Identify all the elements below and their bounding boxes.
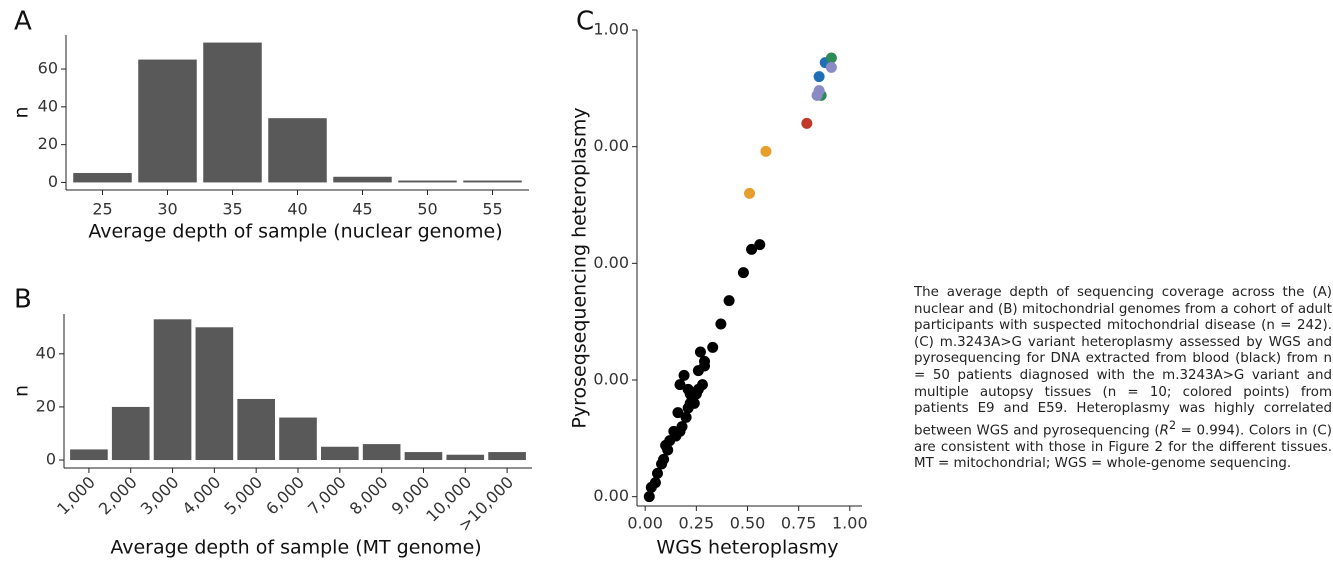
y-axis-title: n: [11, 106, 33, 118]
point: [744, 187, 756, 199]
bar: [195, 327, 234, 461]
y-tick-label: 60: [38, 59, 58, 78]
x-tick-label: 0.25: [679, 514, 715, 533]
x-tick-label: 5,000: [220, 473, 266, 519]
caption-text: The average depth of sequencing coverage…: [914, 285, 1332, 439]
y-tick-label: 20: [38, 134, 58, 153]
bar: [321, 446, 359, 461]
point: [676, 421, 688, 433]
x-tick-label: 55: [482, 200, 502, 219]
bar: [203, 42, 262, 183]
y-tick-label: 0.00: [593, 136, 629, 155]
bar: [362, 444, 401, 461]
x-tick-label: 40: [287, 200, 307, 219]
x-axis-title: Average depth of sample (nuclear genome): [88, 221, 502, 243]
x-axis-title: WGS heteroplasmy: [656, 537, 838, 559]
x-tick-label: 45: [352, 200, 372, 219]
point: [643, 491, 655, 503]
point: [696, 379, 708, 391]
caption-sup: 2: [1168, 418, 1177, 432]
point: [694, 346, 706, 358]
y-tick-label: 20: [36, 396, 56, 415]
point: [678, 369, 690, 381]
point: [649, 477, 661, 489]
x-tick-label: 30: [157, 200, 177, 219]
caption-r: R: [1159, 423, 1169, 439]
bar: [73, 172, 132, 183]
y-tick-label: 40: [38, 96, 58, 115]
point: [754, 239, 766, 251]
bar: [70, 449, 108, 461]
point: [707, 341, 719, 353]
point: [680, 411, 692, 423]
x-tick-label: 35: [222, 200, 242, 219]
x-tick-label: 3,000: [137, 473, 183, 519]
x-tick-label: 0.50: [730, 514, 766, 533]
x-axis-title: Average depth of sample (MT genome): [110, 537, 481, 559]
bar: [398, 180, 457, 183]
point: [715, 318, 727, 330]
x-tick-label: 6,000: [262, 473, 308, 519]
point: [825, 52, 837, 64]
figure: An Average depth of sample (nuclear genom…: [11, 7, 868, 559]
point: [688, 397, 700, 409]
panel-label: C: [576, 7, 594, 37]
bar: [333, 176, 392, 183]
x-tick-label: 8,000: [346, 473, 392, 519]
point: [737, 267, 749, 279]
point: [811, 89, 823, 101]
y-tick-label: 40: [36, 343, 56, 362]
y-tick-label: 0: [48, 172, 58, 191]
y-tick-label: 0.00: [593, 253, 629, 272]
point: [825, 61, 837, 73]
bar: [138, 59, 197, 183]
x-tick-label: 1,000: [53, 473, 99, 519]
x-tick-label: 0.75: [781, 514, 817, 533]
point: [813, 71, 825, 83]
x-tick-label: 25: [92, 200, 112, 219]
bar: [404, 452, 443, 461]
point: [723, 295, 735, 307]
point: [651, 467, 663, 479]
point: [801, 117, 813, 129]
caption-text: = 0.994). Colors in (C) are consistent w…: [914, 423, 1332, 472]
bar: [268, 118, 327, 183]
bar: [111, 406, 150, 461]
y-axis-title: Pyroseqsequencing heteroplasmy: [569, 107, 591, 428]
point: [684, 388, 696, 400]
point: [662, 444, 674, 456]
panel-label: A: [14, 7, 32, 37]
y-tick-label: 0.00: [593, 486, 629, 505]
point: [672, 407, 684, 419]
point: [658, 453, 670, 465]
point: [746, 243, 758, 255]
panel-label: B: [14, 285, 32, 315]
y-axis-title: n: [11, 385, 33, 397]
point: [699, 355, 711, 367]
bar: [488, 452, 526, 461]
x-tick-label: 1.00: [832, 514, 868, 533]
x-tick-label: 50: [417, 200, 437, 219]
bar: [463, 180, 522, 183]
x-tick-label: 0.00: [627, 514, 663, 533]
x-tick-label: 7,000: [304, 473, 350, 519]
y-tick-label: 0.00: [593, 370, 629, 389]
bar: [153, 319, 192, 461]
point: [674, 379, 686, 391]
bar: [237, 398, 275, 461]
x-tick-label: 2,000: [95, 473, 141, 519]
y-tick-label: 0: [46, 450, 56, 469]
y-tick-label: 1.00: [593, 20, 629, 39]
point: [760, 145, 772, 157]
bar: [446, 454, 485, 461]
caption: The average depth of sequencing coverage…: [914, 285, 1332, 473]
x-tick-label: 4,000: [179, 473, 225, 519]
bar: [279, 417, 317, 461]
